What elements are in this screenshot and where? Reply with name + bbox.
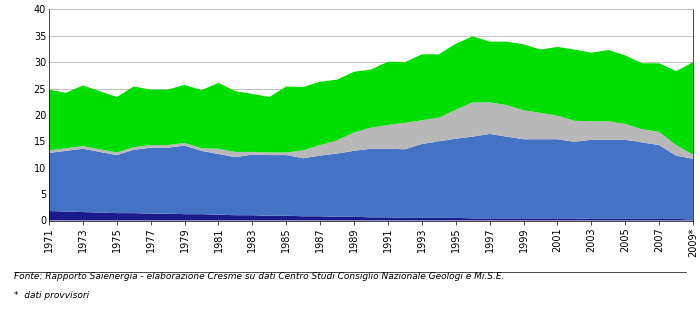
Text: Fonte: Rapporto Saienergia - elaborazione Cresme su dati Centro Studi Consiglio : Fonte: Rapporto Saienergia - elaborazion…	[14, 272, 505, 281]
Text: *  dati provvisori: * dati provvisori	[14, 291, 89, 300]
